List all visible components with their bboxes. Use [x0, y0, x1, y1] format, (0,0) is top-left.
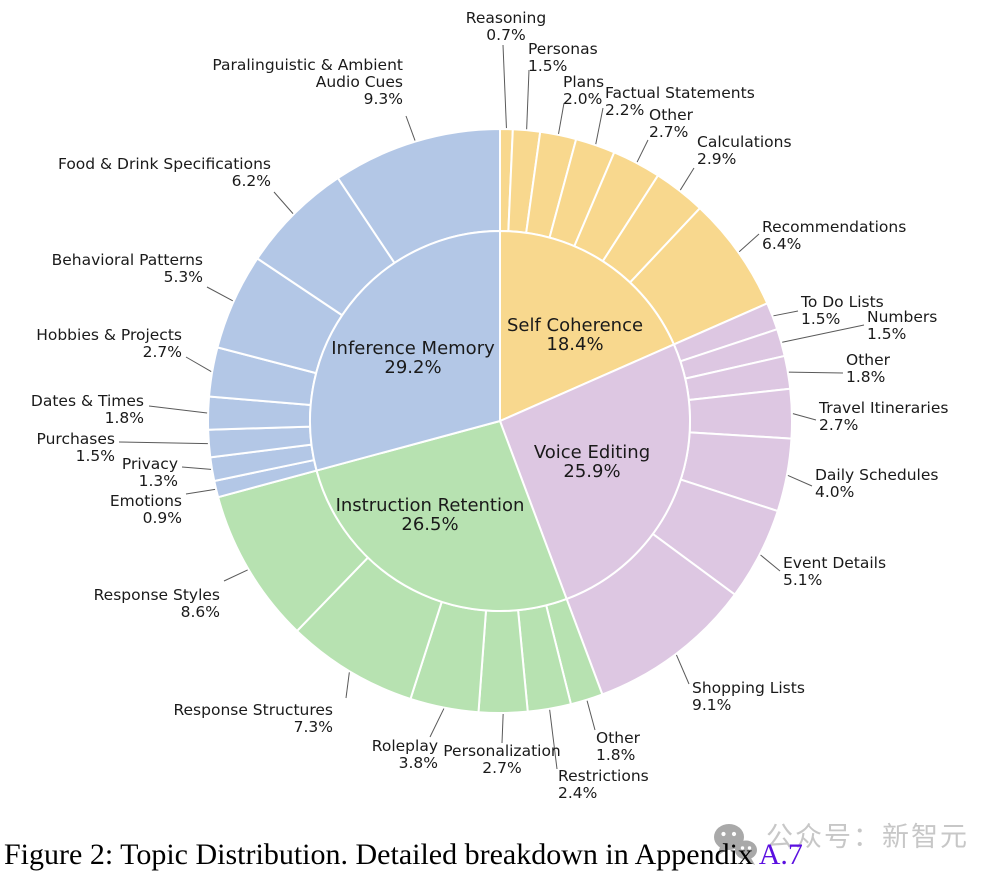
label-paralinguistic-ambient-audio-cues: Paralinguistic & Ambient Audio Cues 9.3% — [212, 56, 403, 108]
leader-event-details — [760, 554, 781, 572]
label-dates-times: Dates & Times 1.8% — [31, 392, 144, 427]
leader-purchases — [118, 441, 208, 445]
label-other: Other 1.8% — [596, 729, 641, 764]
label-personalization: Personalization 2.7% — [443, 742, 561, 777]
wedge-voice-editing — [499, 343, 691, 600]
label-other: Other 1.8% — [846, 351, 891, 386]
label-to-do-lists: To Do Lists 1.5% — [800, 293, 884, 328]
inner-ring — [309, 230, 691, 612]
label-emotions: Emotions 0.9% — [110, 492, 182, 527]
label-other: Other 2.7% — [649, 106, 694, 141]
appendix-link[interactable]: A.7 — [758, 838, 803, 871]
wechat-icon — [714, 824, 757, 865]
leader-reasoning — [502, 44, 507, 129]
label-daily-schedules: Daily Schedules 4.0% — [815, 466, 938, 501]
center-label-voice-editing: Voice Editing 25.9% — [534, 442, 650, 482]
label-numbers: Numbers 1.5% — [867, 308, 937, 343]
label-calculations: Calculations 2.9% — [697, 133, 792, 168]
leader-food-drink-specifications — [273, 191, 294, 214]
center-label-self-coherence: Self Coherence 18.4% — [507, 315, 643, 355]
leader-paralinguistic-ambient-audio-cues — [405, 115, 416, 141]
figure-caption: Figure 2: Topic Distribution. Detailed b… — [4, 838, 803, 872]
label-personas: Personas 1.5% — [528, 40, 598, 75]
leader-calculations — [679, 167, 695, 191]
label-behavioral-patterns: Behavioral Patterns 5.3% — [52, 251, 203, 286]
wedge-instruction-retention — [315, 420, 568, 612]
watermark-text: 公众号：新智元 — [766, 822, 969, 853]
leader-response-structures — [345, 672, 350, 699]
label-plans: Plans 2.0% — [563, 73, 604, 108]
outer-ring — [207, 127, 793, 714]
leader-behavioral-patterns — [206, 286, 234, 302]
leader-restrictions — [549, 709, 558, 770]
leader-daily-schedules — [787, 474, 813, 487]
leader-personas — [526, 69, 530, 130]
caption-text: Figure 2: Topic Distribution. Detailed b… — [4, 838, 759, 871]
wedge-self-coherence — [499, 230, 675, 422]
label-reasoning: Reasoning 0.7% — [466, 9, 546, 44]
leader-plans — [558, 102, 565, 134]
center-label-inference-memory: Inference Memory 29.2% — [331, 338, 495, 378]
leader-hobbies-projects — [185, 356, 212, 373]
leader-numbers — [782, 324, 865, 343]
label-privacy: Privacy 1.3% — [122, 455, 178, 490]
leader-roleplay — [429, 708, 445, 738]
label-event-details: Event Details 5.1% — [783, 554, 886, 589]
label-purchases: Purchases 1.5% — [37, 430, 115, 465]
leader-privacy — [181, 466, 212, 470]
label-food-drink-specifications: Food & Drink Specifications 6.2% — [58, 155, 271, 190]
label-travel-itineraries: Travel Itineraries 2.7% — [818, 399, 948, 434]
label-recommendations: Recommendations 6.4% — [762, 218, 906, 253]
leader-factual-statements — [595, 107, 604, 145]
label-restrictions: Restrictions 2.4% — [558, 767, 649, 802]
leader-to-do-lists — [773, 310, 799, 317]
leader-lines — [118, 44, 865, 770]
leader-response-styles — [223, 569, 248, 582]
leader-shopping-lists — [675, 654, 690, 685]
leader-recommendations — [738, 233, 760, 253]
label-shopping-lists: Shopping Lists 9.1% — [692, 679, 805, 714]
labels: Reasoning 0.7%Personas 1.5%Plans 2.0% Factua… — [31, 9, 949, 802]
watermark: 公众号：新智元 — [710, 822, 969, 866]
leader-dates-times — [148, 405, 208, 414]
leader-other — [636, 139, 649, 163]
label-response-styles: Response Styles 8.6% — [94, 586, 220, 621]
label-hobbies-projects: Hobbies & Projects 2.7% — [36, 326, 182, 361]
label-response-structures: Response Structures 7.3% — [173, 701, 333, 736]
leader-emotions — [185, 488, 216, 495]
label-factual-statements: Factual Statements 2.2% — [605, 84, 755, 119]
leader-travel-itineraries — [792, 413, 817, 421]
label-roleplay: Roleplay 3.8% — [372, 737, 438, 772]
leader-other — [788, 371, 844, 374]
leader-personalization — [501, 713, 504, 744]
center-label-instruction-retention: Instruction Retention 26.5% — [336, 495, 525, 535]
leader-other — [586, 700, 596, 731]
wedge-inference-memory — [309, 230, 501, 472]
